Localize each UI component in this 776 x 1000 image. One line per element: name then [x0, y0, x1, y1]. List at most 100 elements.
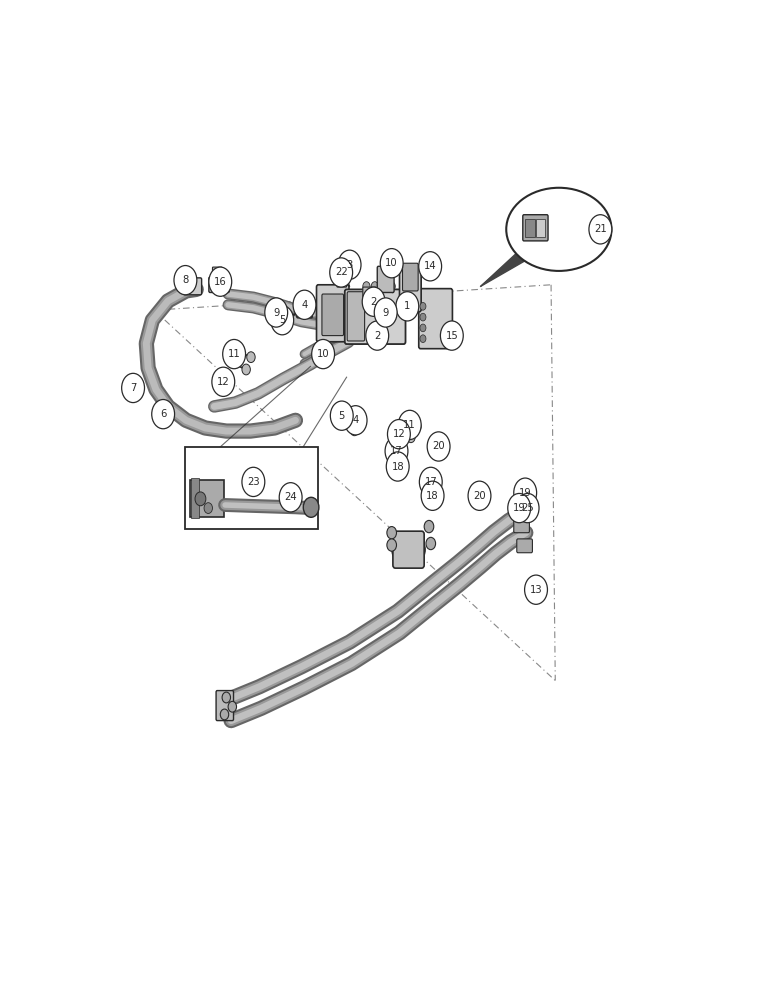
Circle shape — [388, 282, 395, 291]
Circle shape — [516, 493, 539, 523]
Circle shape — [204, 503, 213, 513]
FancyBboxPatch shape — [192, 478, 199, 518]
Circle shape — [265, 298, 288, 327]
Circle shape — [371, 282, 379, 291]
Text: 8: 8 — [182, 275, 189, 285]
Circle shape — [441, 321, 463, 350]
Circle shape — [413, 421, 421, 432]
Circle shape — [387, 527, 397, 539]
Circle shape — [271, 306, 293, 335]
Text: 25: 25 — [521, 503, 534, 513]
Text: 12: 12 — [393, 429, 405, 439]
Text: 19: 19 — [519, 488, 532, 498]
Text: 13: 13 — [530, 585, 542, 595]
Text: 21: 21 — [594, 224, 607, 234]
Text: 10: 10 — [386, 258, 398, 268]
Circle shape — [379, 301, 387, 312]
Circle shape — [420, 324, 426, 332]
Text: 4: 4 — [301, 300, 307, 310]
Text: 24: 24 — [284, 492, 297, 502]
Circle shape — [407, 432, 415, 443]
Circle shape — [525, 575, 547, 604]
Circle shape — [387, 539, 397, 551]
Text: 5: 5 — [338, 411, 345, 421]
Circle shape — [514, 478, 537, 507]
Circle shape — [223, 339, 245, 369]
Circle shape — [279, 483, 302, 512]
Circle shape — [398, 410, 421, 440]
Text: 7: 7 — [130, 383, 137, 393]
Polygon shape — [480, 246, 528, 286]
Circle shape — [420, 313, 426, 321]
Text: 14: 14 — [424, 261, 436, 271]
Circle shape — [345, 406, 367, 435]
Circle shape — [209, 267, 232, 296]
Circle shape — [282, 314, 291, 326]
FancyBboxPatch shape — [513, 499, 528, 513]
Circle shape — [379, 282, 387, 291]
Circle shape — [350, 425, 359, 436]
Circle shape — [358, 415, 365, 426]
FancyBboxPatch shape — [517, 539, 532, 553]
Circle shape — [122, 373, 144, 403]
FancyBboxPatch shape — [296, 301, 312, 318]
Circle shape — [380, 249, 403, 278]
Circle shape — [386, 306, 395, 316]
FancyBboxPatch shape — [185, 447, 318, 529]
Circle shape — [331, 401, 353, 430]
Circle shape — [220, 709, 229, 720]
Circle shape — [242, 467, 265, 497]
FancyBboxPatch shape — [347, 292, 365, 341]
Circle shape — [274, 305, 283, 317]
Circle shape — [424, 520, 434, 533]
Circle shape — [387, 420, 411, 449]
Circle shape — [293, 290, 316, 319]
Circle shape — [421, 481, 444, 510]
Circle shape — [386, 452, 409, 481]
Circle shape — [174, 266, 197, 295]
Text: 3: 3 — [346, 260, 353, 270]
Text: 20: 20 — [473, 491, 486, 501]
FancyBboxPatch shape — [213, 267, 222, 279]
FancyBboxPatch shape — [345, 289, 406, 344]
Text: 20: 20 — [432, 441, 445, 451]
FancyBboxPatch shape — [514, 519, 529, 533]
Text: 10: 10 — [317, 349, 330, 359]
Text: 4: 4 — [352, 415, 359, 425]
Ellipse shape — [392, 534, 425, 565]
Text: 11: 11 — [227, 349, 241, 359]
Text: 15: 15 — [445, 331, 458, 341]
FancyBboxPatch shape — [419, 289, 452, 349]
Circle shape — [365, 321, 389, 350]
Circle shape — [330, 258, 352, 287]
Text: 9: 9 — [383, 308, 389, 318]
Text: 18: 18 — [426, 491, 439, 501]
Circle shape — [362, 287, 385, 316]
Circle shape — [420, 302, 426, 310]
Text: 17: 17 — [390, 446, 403, 456]
Circle shape — [374, 298, 397, 327]
Text: 5: 5 — [279, 315, 286, 325]
FancyBboxPatch shape — [209, 277, 230, 292]
Circle shape — [419, 467, 442, 497]
Circle shape — [152, 400, 175, 429]
FancyBboxPatch shape — [536, 219, 545, 237]
Text: 1: 1 — [404, 301, 411, 311]
Circle shape — [396, 292, 419, 321]
Ellipse shape — [506, 188, 611, 271]
Text: 11: 11 — [404, 420, 416, 430]
Circle shape — [212, 367, 234, 396]
FancyBboxPatch shape — [363, 287, 376, 298]
FancyBboxPatch shape — [403, 263, 418, 291]
Circle shape — [303, 497, 319, 517]
Text: 2: 2 — [370, 297, 377, 307]
Circle shape — [508, 493, 531, 523]
Circle shape — [420, 335, 426, 343]
Circle shape — [222, 692, 230, 703]
Circle shape — [426, 537, 435, 550]
Circle shape — [242, 364, 251, 375]
Circle shape — [468, 481, 491, 510]
Text: 2: 2 — [374, 331, 380, 341]
FancyBboxPatch shape — [337, 273, 347, 287]
FancyBboxPatch shape — [317, 285, 349, 342]
